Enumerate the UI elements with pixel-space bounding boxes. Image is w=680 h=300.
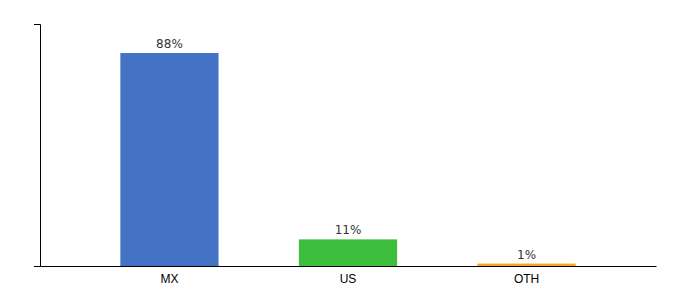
bar: [299, 239, 397, 266]
data-label: 1%: [517, 248, 536, 262]
y-axis: [34, 25, 41, 267]
x-tick: US: [340, 266, 357, 286]
bars: [120, 53, 575, 266]
chart-svg: MX US OTH 88% 11% 1%: [0, 0, 680, 300]
bar: [477, 264, 575, 266]
x-axis-line: [41, 266, 657, 267]
plot-area: MX US OTH 88% 11% 1%: [34, 25, 657, 286]
x-axis: MX US OTH: [41, 266, 657, 286]
x-tick-label: US: [340, 272, 357, 286]
bar: [120, 53, 218, 266]
x-tick-label: OTH: [514, 272, 539, 286]
x-tick: MX: [160, 266, 178, 286]
x-tick: OTH: [514, 266, 539, 286]
data-label: 11%: [335, 223, 362, 237]
data-label: 88%: [156, 37, 183, 51]
chart-container: MX US OTH 88% 11% 1%: [0, 0, 680, 300]
data-labels: 88% 11% 1%: [156, 37, 536, 262]
y-axis-line: [34, 25, 41, 267]
x-tick-label: MX: [160, 272, 178, 286]
